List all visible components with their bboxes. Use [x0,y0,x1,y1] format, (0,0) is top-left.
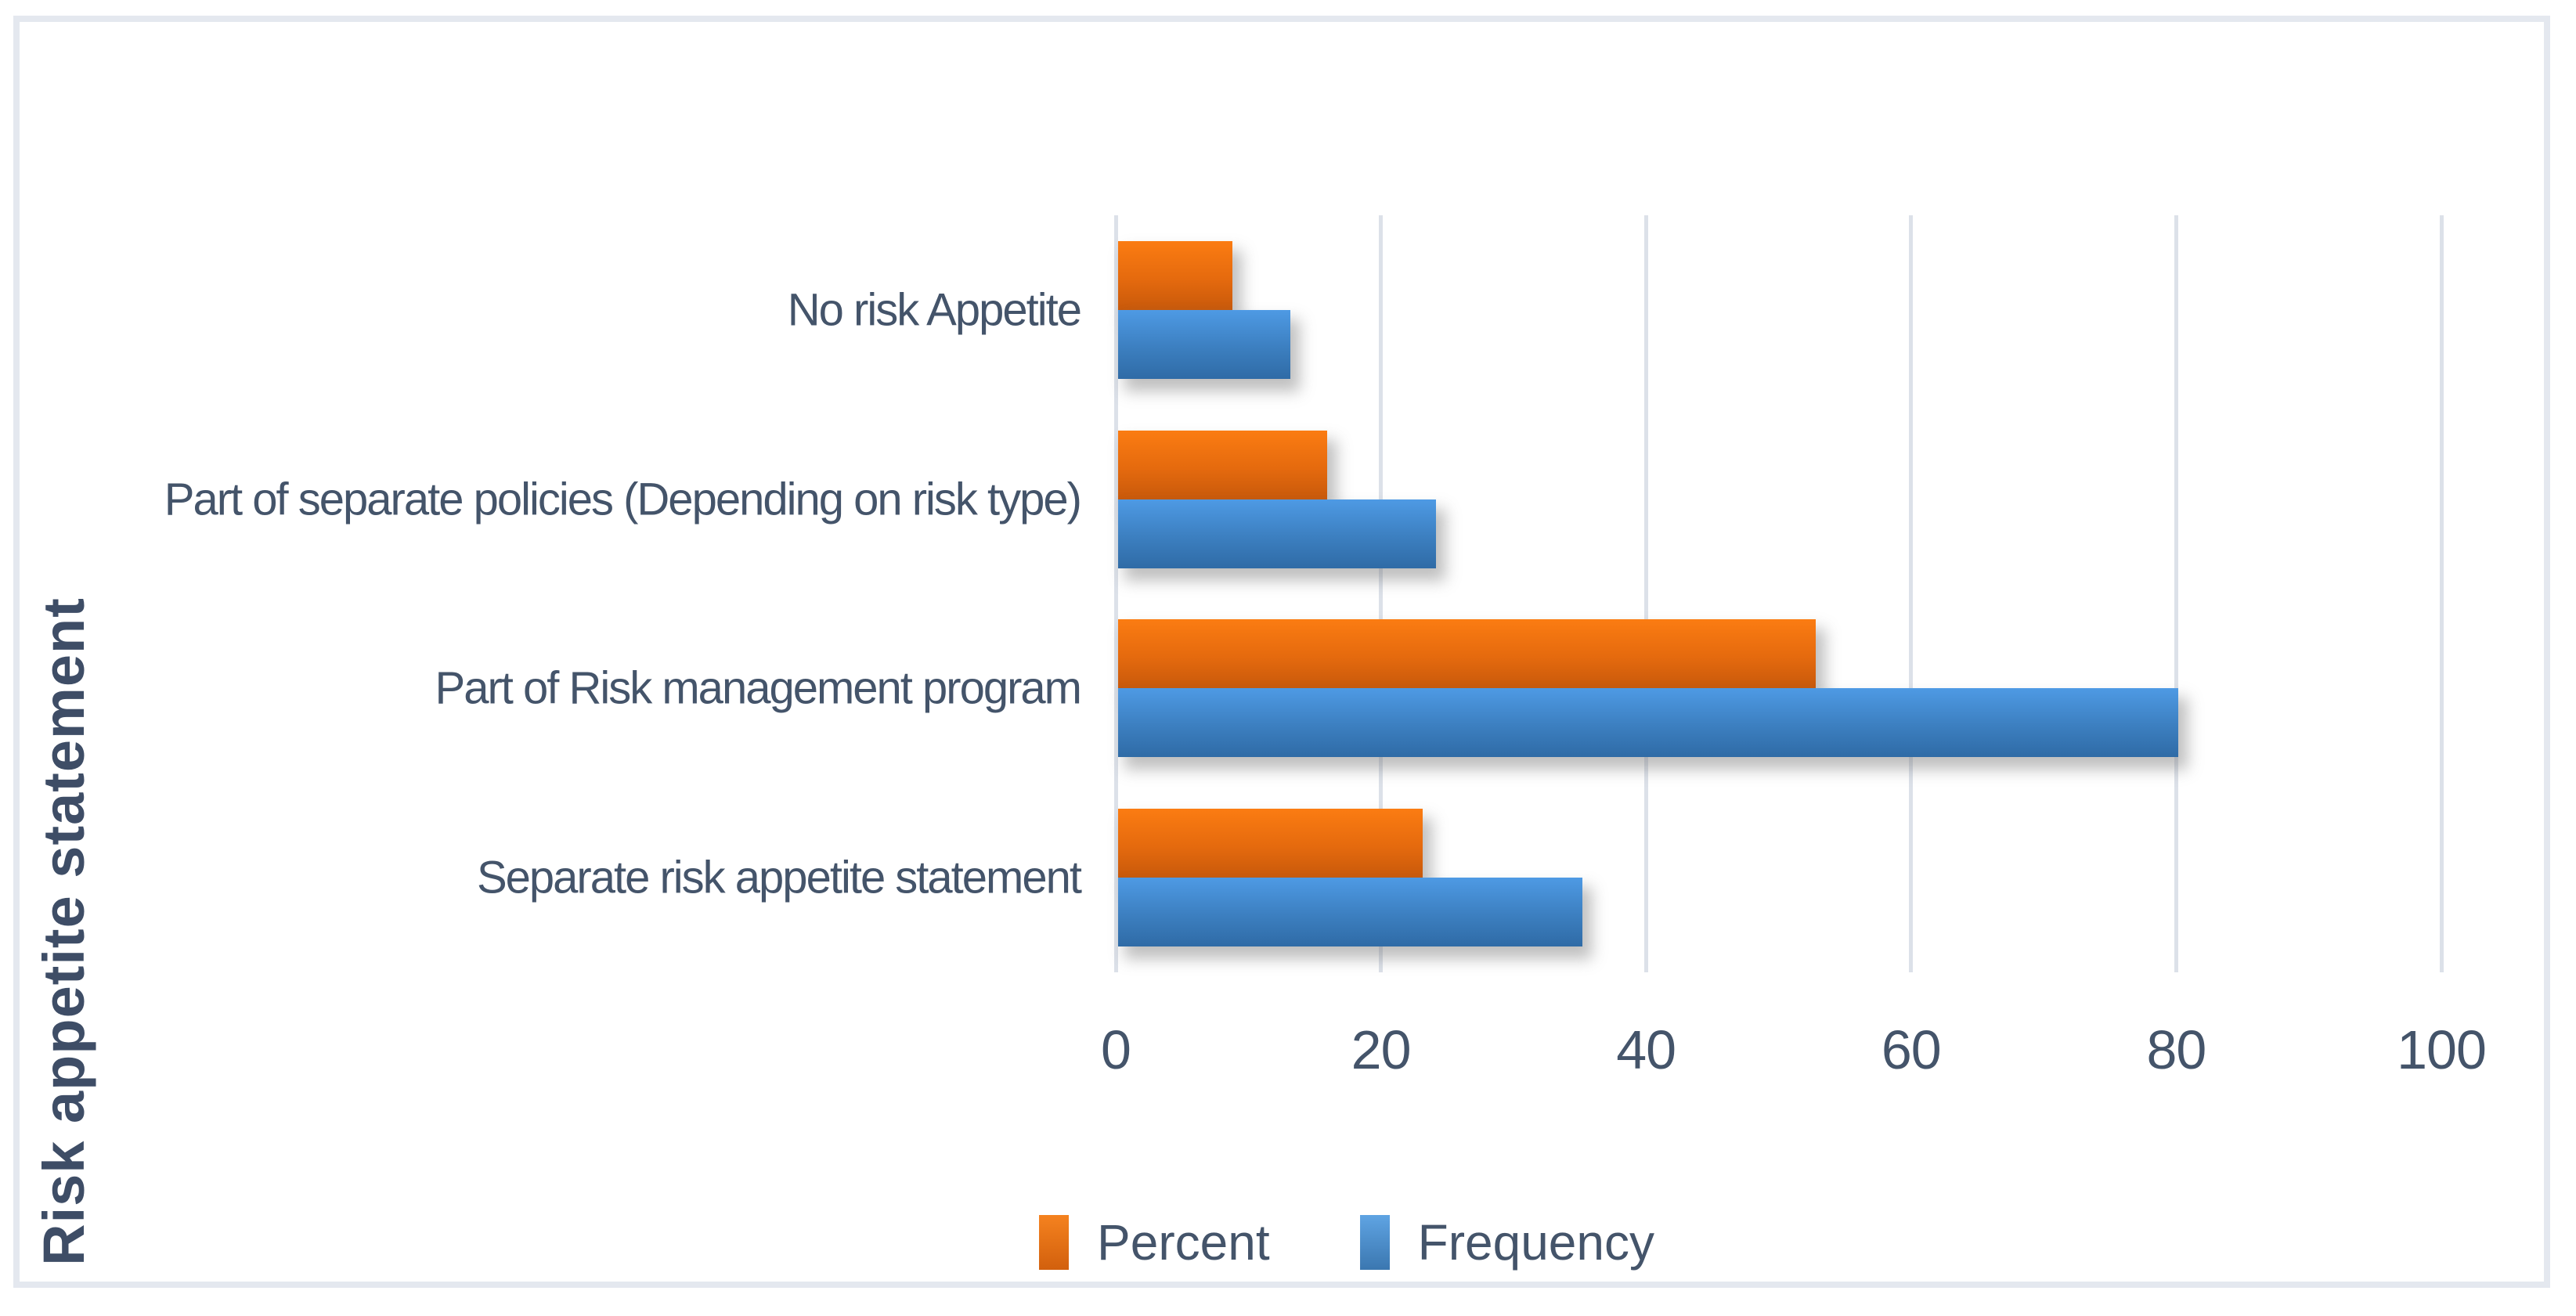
legend-label: Percent [1097,1214,1270,1271]
legend-item-frequency: Frequency [1359,1213,1654,1271]
bar-frequency [1118,499,1437,568]
bar-percent [1118,240,1232,310]
y-axis-title: Risk appetite statement [31,597,96,1266]
x-tick-label-40: 40 [1616,1019,1676,1080]
gridline-x-40 [1643,215,1648,972]
x-tick-label-20: 20 [1351,1019,1412,1080]
x-tick-label-0: 0 [1101,1019,1131,1080]
gridline-x-60 [1909,215,1914,972]
percent-swatch-icon [1039,1215,1070,1270]
bar-frequency [1118,688,2179,758]
bar-percent [1118,430,1328,499]
gridline-x-80 [2174,215,2178,972]
legend: Percent Frequency [1039,1213,1654,1271]
bar-frequency [1118,309,1291,379]
frequency-swatch-icon [1359,1215,1390,1270]
legend-item-percent: Percent [1039,1213,1270,1271]
category-label: No risk Appetite [787,284,1082,336]
gridline-x-0 [1113,215,1118,972]
bar-percent [1118,809,1423,878]
legend-label: Frequency [1417,1214,1654,1271]
bar-percent [1118,619,1816,689]
bar-frequency [1118,878,1582,947]
gridline-x-20 [1379,215,1384,972]
x-tick-label-60: 60 [1881,1019,1942,1080]
x-tick-label-100: 100 [2397,1019,2487,1080]
x-tick-label-80: 80 [2146,1019,2206,1080]
category-label: Separate risk appetite statement [476,852,1082,903]
category-label: Part of separate policies (Depending on … [164,474,1082,525]
category-label: Part of Risk management program [435,662,1082,714]
gridline-x-100 [2439,215,2444,972]
